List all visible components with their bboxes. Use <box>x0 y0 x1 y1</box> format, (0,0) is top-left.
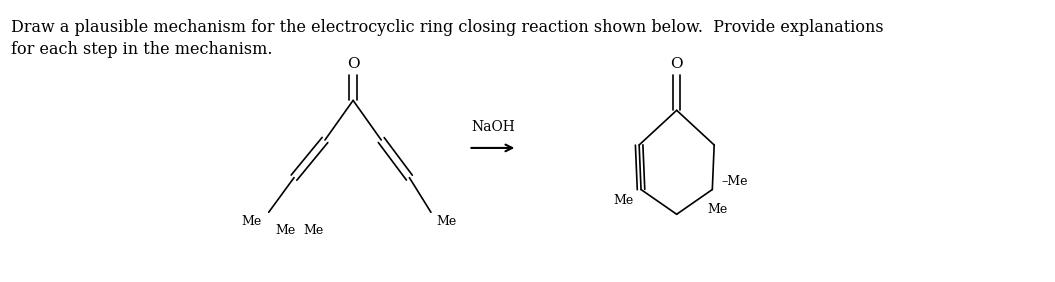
Text: NaOH: NaOH <box>471 120 515 134</box>
Text: –Me: –Me <box>722 175 748 188</box>
Text: Me: Me <box>613 195 633 208</box>
Text: Draw a plausible mechanism for the electrocyclic ring closing reaction shown bel: Draw a plausible mechanism for the elect… <box>11 19 883 36</box>
Text: Me: Me <box>437 215 457 228</box>
Text: Me: Me <box>241 215 262 228</box>
Text: Me: Me <box>708 203 728 216</box>
Text: O: O <box>347 57 360 71</box>
Text: O: O <box>670 57 683 71</box>
Text: Me: Me <box>275 224 295 237</box>
Text: for each step in the mechanism.: for each step in the mechanism. <box>11 41 272 58</box>
Text: Me: Me <box>304 224 324 237</box>
